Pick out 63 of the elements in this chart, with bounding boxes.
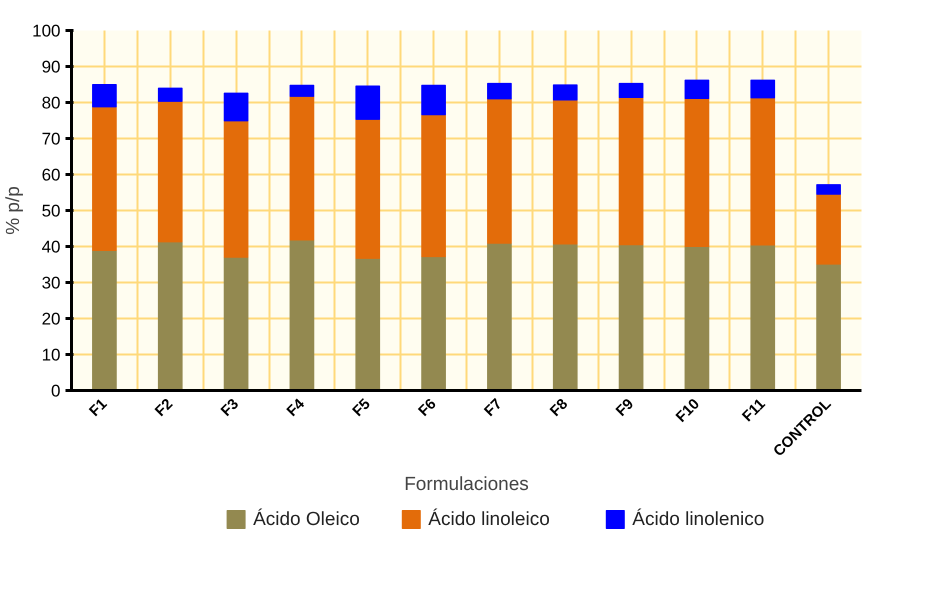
- bar: [92, 250, 117, 390]
- bar: [92, 106, 117, 251]
- y-tick-label: 100: [32, 22, 61, 40]
- bar: [487, 242, 512, 390]
- x-tick-label: F3: [218, 395, 242, 420]
- bar: [487, 98, 512, 244]
- y-tick-label: 60: [42, 166, 61, 184]
- bar: [224, 256, 248, 390]
- x-axis-title: Formulaciones: [404, 474, 529, 495]
- x-tick-label: F4: [284, 395, 308, 420]
- x-tick-label: F5: [349, 395, 374, 420]
- bar: [92, 84, 117, 108]
- bar: [290, 96, 314, 241]
- bar: [618, 82, 644, 98]
- bar: [158, 241, 183, 390]
- bar: [421, 84, 446, 116]
- bar: [158, 100, 183, 242]
- bar: [750, 244, 776, 390]
- y-tick-label: 50: [42, 202, 61, 220]
- y-tick-label: 30: [42, 274, 61, 292]
- bar: [290, 240, 314, 390]
- bar: [552, 84, 578, 100]
- y-tick-label: 20: [42, 310, 61, 328]
- bar: [816, 264, 841, 390]
- bar: [224, 92, 248, 122]
- bar: [355, 118, 380, 259]
- y-tick-label: 80: [42, 94, 61, 112]
- bar: [618, 96, 644, 246]
- bar: [290, 84, 314, 97]
- x-tick-label: F1: [86, 395, 110, 420]
- bar: [487, 82, 512, 100]
- bar: [158, 88, 183, 102]
- x-tick-label: F8: [546, 395, 572, 420]
- bar: [224, 120, 248, 258]
- bar: [684, 246, 710, 390]
- bar: [750, 97, 776, 246]
- x-tick-label: F6: [415, 395, 440, 420]
- x-tick-label: F7: [481, 395, 506, 420]
- x-tick-label: F11: [739, 395, 769, 426]
- bar: [355, 258, 380, 390]
- bar: [816, 194, 841, 265]
- legend-label: Ácido linolenico: [632, 508, 764, 530]
- x-tick-label: F2: [152, 395, 176, 420]
- bar: [552, 243, 578, 390]
- bar: [684, 80, 710, 100]
- bar: [684, 98, 710, 247]
- bar: [618, 244, 644, 390]
- y-tick-label: 40: [42, 238, 61, 256]
- x-tick-label: F9: [612, 395, 638, 420]
- bar: [750, 80, 776, 98]
- legend-label: Ácido linoleico: [428, 508, 550, 530]
- bar: [355, 85, 380, 120]
- bar: [552, 99, 578, 244]
- legend-label: Ácido Oleico: [253, 508, 360, 530]
- bar: [816, 184, 841, 195]
- x-tick-label: F10: [672, 395, 703, 426]
- bar: [421, 114, 446, 258]
- bar: [421, 256, 446, 390]
- y-tick-label: 10: [42, 346, 61, 364]
- y-tick-label: 90: [42, 58, 61, 76]
- y-tick-label: 0: [51, 382, 61, 400]
- y-axis-title: % p/p: [3, 186, 24, 235]
- y-tick-label: 70: [42, 130, 61, 148]
